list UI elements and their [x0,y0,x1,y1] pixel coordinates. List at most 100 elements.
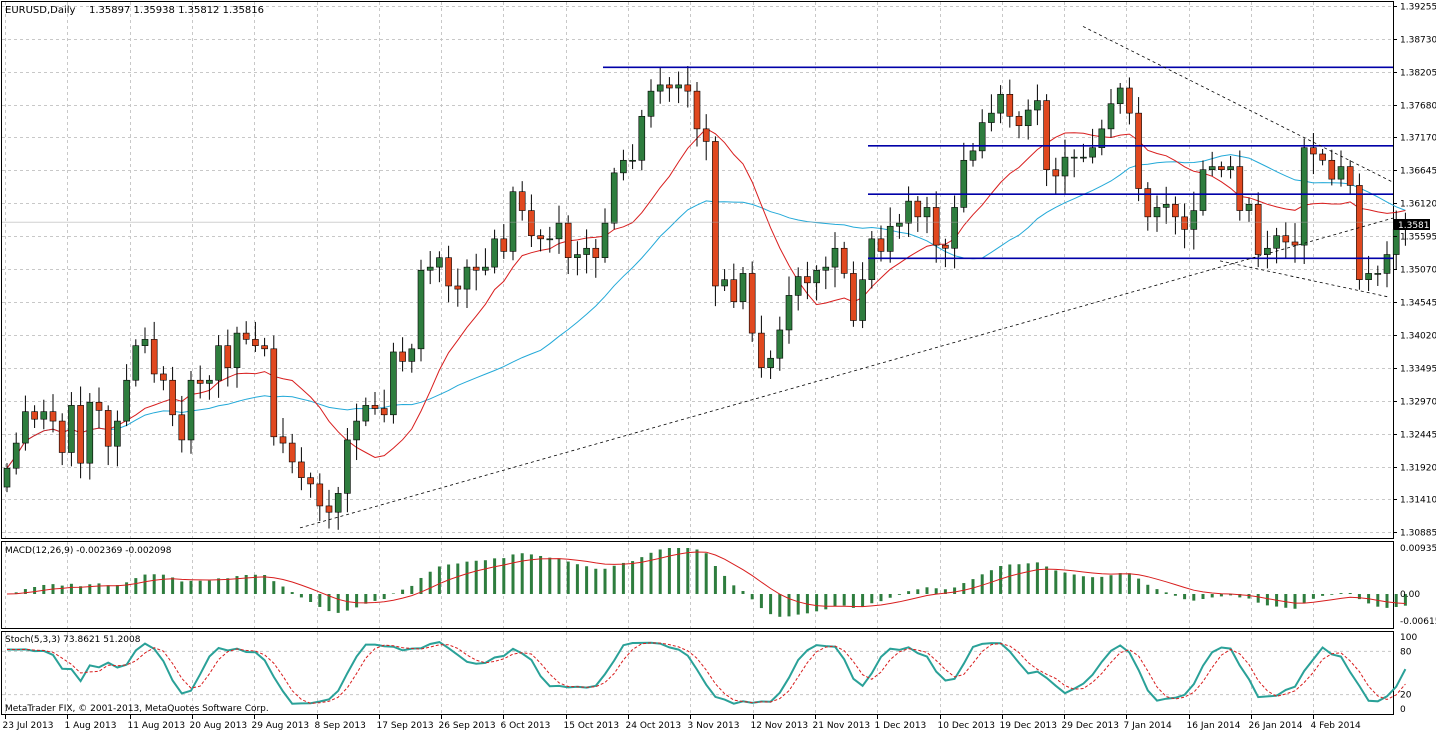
bull-candle [648,91,654,116]
bull-candle [988,113,994,122]
bull-candle [1209,167,1215,170]
price-tick-label: 1.32445 [1400,431,1436,441]
time-tick-label: 1 Dec 2013 [875,721,927,731]
bull-candle [418,270,424,349]
bear-candle [151,339,157,374]
bear-candle [804,277,810,283]
bear-candle [850,273,856,320]
bull-candle [786,295,792,330]
price-tick-label: 1.36645 [1400,167,1436,177]
bear-candle [1292,242,1298,245]
bear-candle [666,85,672,88]
time-tick-label: 12 Nov 2013 [751,721,809,731]
bull-candle [1191,211,1197,230]
bull-candle [1108,104,1114,129]
bear-candle [1126,88,1132,113]
bear-candle [1145,189,1151,217]
price-tick-label: 1.37680 [1400,102,1436,112]
bull-candle [896,223,902,226]
bull-candle [492,239,498,267]
bull-candle [1080,157,1086,158]
bull-candle [427,267,433,270]
bull-candle [68,405,74,452]
bull-candle [87,402,93,463]
price-tick-label: 1.34545 [1400,299,1436,309]
bear-candle [593,248,599,257]
bull-candle [1090,148,1096,157]
bear-candle [225,346,231,368]
time-tick-label: 16 Jan 2014 [1187,721,1241,731]
bear-candle [501,239,507,252]
price-tick-label: 1.36120 [1400,200,1436,210]
price-tick-label: 1.30885 [1400,529,1436,539]
bear-candle [96,402,102,410]
macd-axis-label: 0.00 [1400,590,1420,600]
price-tick-label: 1.38730 [1400,36,1436,46]
bull-candle [390,352,396,415]
bear-candle [160,374,166,380]
bull-candle [814,270,820,283]
bear-candle [455,286,461,289]
bear-candle [50,412,56,421]
bull-candle [768,358,774,367]
time-tick-label: 26 Sep 2013 [439,721,496,731]
bear-candle [1310,148,1316,154]
bear-candle [308,478,314,484]
bull-candle [142,339,148,345]
chart-header-symbol: EURUSD,Daily [5,5,76,16]
time-tick-label: 23 Jul 2013 [3,721,54,731]
bear-candle [243,333,249,339]
bear-candle [703,129,709,142]
time-tick-label: 6 Oct 2013 [501,721,551,731]
price-tick-label: 1.38205 [1400,69,1436,79]
bull-candle [1071,157,1077,158]
bull-candle [832,248,838,267]
bull-candle [1375,273,1381,274]
bull-candle [860,280,866,321]
stoch-axis-label: 20 [1400,691,1412,701]
bull-candle [639,116,645,160]
time-tick-label: 29 Dec 2013 [1062,721,1120,731]
price-tick-label: 1.33495 [1400,365,1436,375]
time-tick-label: 1 Aug 2013 [65,721,117,731]
bull-candle [740,273,746,301]
bear-candle [1007,94,1013,116]
bull-candle [114,421,120,446]
bull-candle [1338,167,1344,180]
bear-candle [1320,154,1326,160]
macd-axis-label: -0.006153 [1400,617,1436,627]
bear-candle [400,352,406,361]
bull-candle [1200,170,1206,211]
bear-candle [1356,185,1362,279]
bull-candle [1384,255,1390,274]
bear-candle [252,339,258,345]
bear-candle [565,223,571,258]
price-tick-label: 1.31410 [1400,496,1436,506]
bull-candle [556,223,562,239]
price-tick-label: 1.32970 [1400,398,1436,408]
bull-candle [124,380,130,421]
bear-candle [1044,101,1050,170]
bear-candle [197,380,203,383]
bull-candle [906,201,912,223]
bull-candle [952,207,958,248]
bull-candle [510,192,516,252]
bull-candle [998,94,1004,113]
bull-candle [1274,236,1280,249]
bull-candle [1034,101,1040,110]
bear-candle [298,462,304,478]
bull-candle [722,280,728,286]
bull-candle [869,239,875,280]
copyright-text: MetaTrader FIX, © 2001-2013, MetaQuotes … [5,704,269,714]
bull-candle [657,85,663,91]
price-tick-label: 1.37170 [1400,134,1436,144]
bull-candle [777,330,783,358]
bear-candle [381,409,387,415]
bear-candle [841,248,847,273]
bull-candle [1154,207,1160,216]
time-tick-label: 8 Sep 2013 [315,721,366,731]
price-tick-label: 1.39255 [1400,3,1436,13]
bull-candle [206,380,212,383]
